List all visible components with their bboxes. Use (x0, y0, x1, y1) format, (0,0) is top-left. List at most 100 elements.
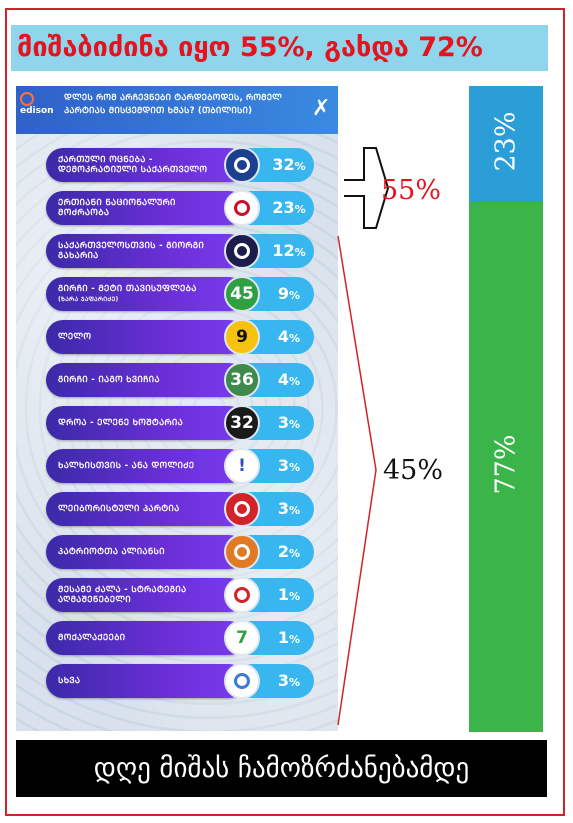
poll-row: ᲚᲔᲚᲝ 9 4% (46, 319, 326, 355)
party-pill: ᲒᲘᲠᲩᲘ - ᲛᲔᲢᲘ ᲗᲐᲕᲘᲡᲣᲤᲚᲔᲑᲐ (ᲖᲐᲠᲐ ᲯᲐᲤᲐᲠᲘᲫᲔ) (46, 277, 246, 311)
lelo-logo-icon: 9 (224, 319, 260, 355)
poll-row: ᲥᲐᲠᲗᲣᲚᲘ ᲝᲪᲜᲔᲑᲐ - ᲓᲔᲛᲝᲙᲠᲐᲢᲘᲣᲚᲘ ᲡᲐᲥᲐᲠᲗᲕᲔᲚᲝ… (46, 147, 326, 183)
percent-value: 3% (266, 449, 312, 483)
party-name: ᲚᲔᲚᲝ (58, 320, 220, 354)
party-logo-number: 36 (230, 370, 254, 390)
edison-logo: edison (20, 92, 60, 116)
poll-row: ᲔᲠᲗᲘᲐᲜᲘ ᲜᲐᲪᲘᲝᲜᲐᲚᲣᲠᲘ ᲛᲝᲫᲠᲐᲝᲑᲐ 23% (46, 190, 326, 226)
bracket-svg (337, 147, 390, 726)
percent-value: 2% (266, 535, 312, 569)
percent-value: 3% (266, 492, 312, 526)
share-bar-top-label: 23% (490, 111, 522, 172)
citizens-logo-icon: 7 (224, 620, 260, 656)
percent-sign: % (289, 461, 301, 474)
party-pill: ᲡᲐᲥᲐᲠᲗᲕᲔᲚᲝᲡᲗᲕᲘᲡ - ᲒᲘᲝᲠᲒᲘ ᲒᲐᲮᲐᲠᲘᲐ (46, 234, 246, 268)
party-logo-mark (234, 243, 250, 259)
percent-value: 3% (266, 664, 312, 698)
figure-icon: ✗ (312, 96, 331, 121)
poll-row: ᲒᲘᲠᲩᲘ - ᲛᲔᲢᲘ ᲗᲐᲕᲘᲡᲣᲤᲚᲔᲑᲐ (ᲖᲐᲠᲐ ᲯᲐᲤᲐᲠᲘᲫᲔ) 4… (46, 276, 326, 312)
party-name: ᲛᲝᲥᲐᲚᲐᲥᲔᲔᲑᲘ (58, 621, 220, 655)
percent-number: 9 (277, 284, 290, 303)
georgian-dream-logo-icon (224, 147, 260, 183)
party-pill: ᲒᲘᲠᲩᲘ - ᲘᲐᲒᲝ ᲮᲕᲘᲩᲘᲐ (46, 363, 246, 397)
party-name-text: ᲒᲘᲠᲩᲘ - ᲘᲐᲒᲝ ᲮᲕᲘᲩᲘᲐ (58, 375, 160, 385)
party-name-text: ᲛᲝᲥᲐᲚᲐᲥᲔᲔᲑᲘ (58, 633, 126, 643)
arrow-55-icon (344, 147, 390, 229)
percent-sign: % (289, 375, 301, 388)
percent-sign: % (289, 590, 301, 603)
percent-value: 4% (266, 320, 312, 354)
poll-header: edison ᲓᲚᲔᲡ ᲠᲝᲛ ᲐᲠᲩᲔᲕᲜᲔᲑᲘ ᲢᲐᲠᲓᲔᲑᲝᲓᲔᲡ, ᲠᲝ… (16, 86, 338, 134)
party-pill: ᲡᲮᲕᲐ (46, 664, 246, 698)
label-55: 55% (381, 175, 442, 206)
bracket-45-icon (337, 235, 377, 726)
party-subtitle: (ᲖᲐᲠᲐ ᲯᲐᲤᲐᲠᲘᲫᲔ) (58, 295, 119, 303)
percent-sign: % (289, 633, 301, 646)
edison-logo-icon (20, 92, 34, 106)
party-name-text: ᲚᲔᲘᲑᲝᲠᲘᲡᲢᲣᲚᲘ ᲞᲐᲠᲢᲘᲐ (58, 504, 180, 514)
for-georgia-logo-icon (224, 233, 260, 269)
poll-row: ᲮᲐᲚᲮᲘᲡᲗᲕᲘᲡ - ᲐᲜᲐ ᲓᲝᲚᲘᲫᲔ! 3% (46, 448, 326, 484)
party-pill: ᲚᲔᲘᲑᲝᲠᲘᲡᲢᲣᲚᲘ ᲞᲐᲠᲢᲘᲐ (46, 492, 246, 526)
percent-value: 1% (266, 621, 312, 655)
party-logo-number: ! (238, 456, 246, 476)
percent-number: 2 (277, 542, 290, 561)
party-name-text: ᲚᲔᲚᲝ (58, 332, 92, 342)
party-name-text: ᲔᲠᲗᲘᲐᲜᲘ ᲜᲐᲪᲘᲝᲜᲐᲚᲣᲠᲘ ᲛᲝᲫᲠᲐᲝᲑᲐ (58, 198, 176, 218)
percent-sign: % (294, 246, 306, 259)
poll-row: ᲛᲔᲡᲐᲛᲔ ᲫᲐᲚᲐ - ᲡᲢᲠᲐᲢᲔᲒᲘᲐ ᲐᲦᲛᲐᲨᲔᲜᲔᲑᲔᲚᲘ 1% (46, 577, 326, 613)
party-name-text: ᲓᲠᲝᲐ - ᲔᲚᲔᲜᲔ ᲮᲝᲨᲢᲐᲠᲘᲐ (58, 418, 184, 428)
party-name: ᲥᲐᲠᲗᲣᲚᲘ ᲝᲪᲜᲔᲑᲐ - ᲓᲔᲛᲝᲙᲠᲐᲢᲘᲣᲚᲘ ᲡᲐᲥᲐᲠᲗᲕᲔᲚᲝ (58, 148, 220, 182)
droa-logo-icon: 32 (224, 405, 260, 441)
poll-row: ᲓᲠᲝᲐ - ᲔᲚᲔᲜᲔ ᲮᲝᲨᲢᲐᲠᲘᲐ 32 3% (46, 405, 326, 441)
party-name-text: ᲡᲐᲥᲐᲠᲗᲕᲔᲚᲝᲡᲗᲕᲘᲡ - ᲒᲘᲝᲠᲒᲘ ᲒᲐᲮᲐᲠᲘᲐ (58, 241, 205, 261)
party-name-text: ᲞᲐᲢᲠᲘᲝᲢᲗᲐ ᲐᲚᲘᲐᲜᲡᲘ (58, 547, 165, 557)
party-name-text: ᲮᲐᲚᲮᲘᲡᲗᲕᲘᲡ - ᲐᲜᲐ ᲓᲝᲚᲘᲫᲔ (58, 461, 195, 471)
party-pill: ᲚᲔᲚᲝ (46, 320, 246, 354)
party-logo-mark (234, 544, 250, 560)
party-name: ᲓᲠᲝᲐ - ᲔᲚᲔᲜᲔ ᲮᲝᲨᲢᲐᲠᲘᲐ (58, 406, 220, 440)
percent-value: 4% (266, 363, 312, 397)
percent-sign: % (289, 676, 301, 689)
girchi-more-freedom-logo-icon: 45 (224, 276, 260, 312)
poll-row: ᲡᲐᲥᲐᲠᲗᲕᲔᲚᲝᲡᲗᲕᲘᲡ - ᲒᲘᲝᲠᲒᲘ ᲒᲐᲮᲐᲠᲘᲐ 12% (46, 233, 326, 269)
red-frame (5, 8, 565, 816)
party-name-text: ᲥᲐᲠᲗᲣᲚᲘ ᲝᲪᲜᲔᲑᲐ - ᲓᲔᲛᲝᲙᲠᲐᲢᲘᲣᲚᲘ ᲡᲐᲥᲐᲠᲗᲕᲔᲚᲝ (58, 155, 208, 175)
party-pill: ᲓᲠᲝᲐ - ᲔᲚᲔᲜᲔ ᲮᲝᲨᲢᲐᲠᲘᲐ (46, 406, 246, 440)
party-name: ᲔᲠᲗᲘᲐᲜᲘ ᲜᲐᲪᲘᲝᲜᲐᲚᲣᲠᲘ ᲛᲝᲫᲠᲐᲝᲑᲐ (58, 191, 220, 225)
girchi-logo-icon: 36 (224, 362, 260, 398)
others-people-icon (224, 663, 260, 699)
patriots-alliance-logo-icon (224, 534, 260, 570)
share-bar-top: 23% (469, 86, 543, 202)
party-name: ᲡᲐᲥᲐᲠᲗᲕᲔᲚᲝᲡᲗᲕᲘᲡ - ᲒᲘᲝᲠᲒᲘ ᲒᲐᲮᲐᲠᲘᲐ (58, 234, 220, 268)
share-bar: 23% 77% (469, 86, 543, 732)
percent-value: 12% (266, 234, 312, 268)
party-logo-number: 9 (236, 327, 248, 347)
percent-value: 3% (266, 406, 312, 440)
headline: მიშაბიძინა იყო 55%, გახდა 72% (11, 25, 548, 71)
party-name-text: ᲛᲔᲡᲐᲛᲔ ᲫᲐᲚᲐ - ᲡᲢᲠᲐᲢᲔᲒᲘᲐ ᲐᲦᲛᲐᲨᲔᲜᲔᲑᲔᲚᲘ (58, 585, 187, 605)
edison-logo-text: edison (20, 106, 54, 116)
poll-row: ᲒᲘᲠᲩᲘ - ᲘᲐᲒᲝ ᲮᲕᲘᲩᲘᲐ 36 4% (46, 362, 326, 398)
percent-number: 1 (277, 585, 290, 604)
party-logo-number: 45 (230, 284, 254, 304)
party-name-text: ᲡᲮᲕᲐ (58, 676, 81, 686)
poll-question: ᲓᲚᲔᲡ ᲠᲝᲛ ᲐᲠᲩᲔᲕᲜᲔᲑᲘ ᲢᲐᲠᲓᲔᲑᲝᲓᲔᲡ, ᲠᲝᲛᲔᲚ ᲞᲐᲠ… (64, 93, 282, 116)
party-name: ᲮᲐᲚᲮᲘᲡᲗᲕᲘᲡ - ᲐᲜᲐ ᲓᲝᲚᲘᲫᲔ (58, 449, 220, 483)
percent-number: 3 (277, 456, 290, 475)
countdown-banner: დღე მიშას ჩამოზრძანებამდე (16, 740, 547, 797)
party-name: ᲒᲘᲠᲩᲘ - ᲛᲔᲢᲘ ᲗᲐᲕᲘᲡᲣᲤᲚᲔᲑᲐ (ᲖᲐᲠᲐ ᲯᲐᲤᲐᲠᲘᲫᲔ) (58, 277, 220, 311)
percent-sign: % (294, 203, 306, 216)
percent-sign: % (289, 504, 301, 517)
percent-sign: % (289, 547, 301, 560)
party-pill: ᲛᲔᲡᲐᲛᲔ ᲫᲐᲚᲐ - ᲡᲢᲠᲐᲢᲔᲒᲘᲐ ᲐᲦᲛᲐᲨᲔᲜᲔᲑᲔᲚᲘ (46, 578, 246, 612)
percent-number: 1 (277, 628, 290, 647)
percent-number: 3 (277, 671, 290, 690)
share-bar-bottom: 77% (469, 202, 543, 732)
party-pill: ᲞᲐᲢᲠᲘᲝᲢᲗᲐ ᲐᲚᲘᲐᲜᲡᲘ (46, 535, 246, 569)
party-name: ᲒᲘᲠᲩᲘ - ᲘᲐᲒᲝ ᲮᲕᲘᲩᲘᲐ (58, 363, 220, 397)
percent-number: 23 (272, 198, 295, 217)
share-bar-bottom-label: 77% (490, 434, 522, 495)
third-force-logo-icon (224, 577, 260, 613)
percent-value: 1% (266, 578, 312, 612)
